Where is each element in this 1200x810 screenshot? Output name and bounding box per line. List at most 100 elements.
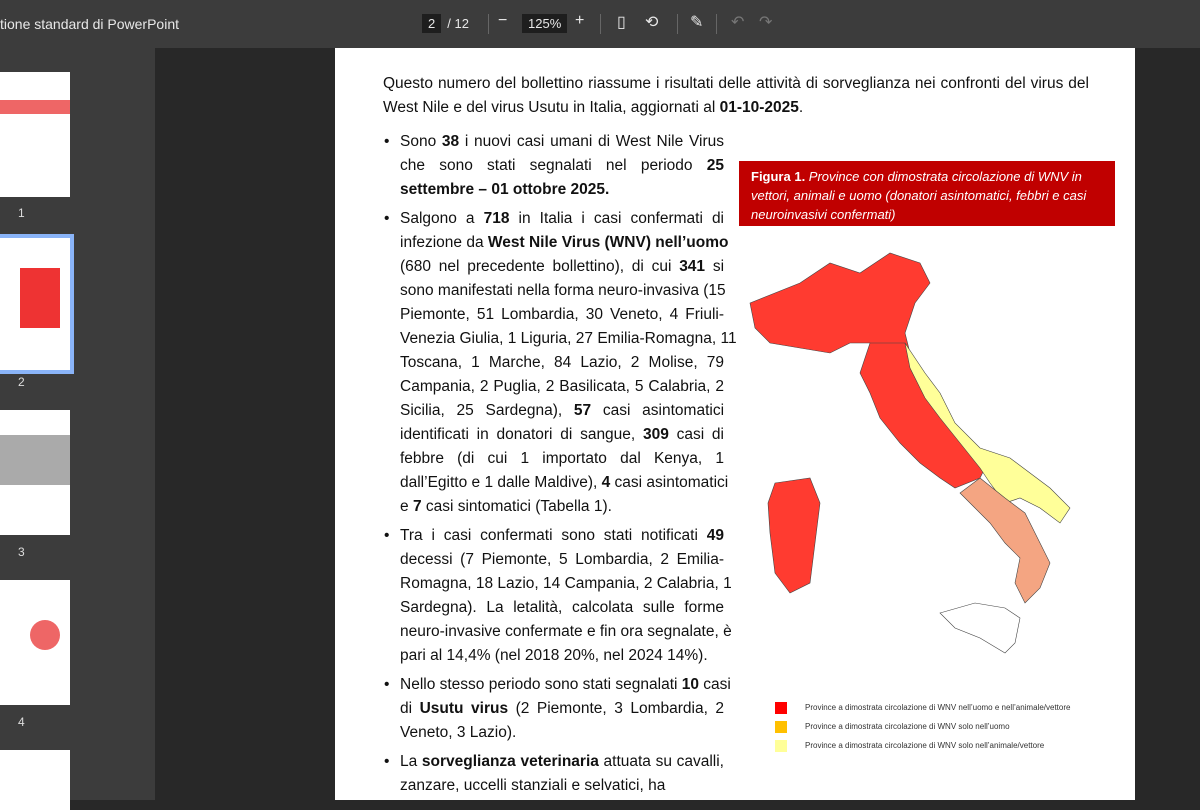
text-segment: Campania, 2 Puglia, 2 Basilicata, 5 Cala…: [400, 378, 724, 395]
text-segment: Questo numero del bollettino riassume i …: [383, 75, 1089, 92]
rotate-icon[interactable]: ⟲: [645, 14, 659, 31]
text-line: West Nile e del virus Usutu in Italia, a…: [383, 96, 1089, 120]
bullet-item: Sono 38 i nuovi casi umani di West Nile …: [384, 130, 724, 202]
divider: [716, 14, 717, 34]
intro-paragraph: Questo numero del bollettino riassume i …: [383, 72, 1089, 120]
undo-icon[interactable]: ↶: [731, 14, 745, 31]
text-line: Toscana, 1 Marche, 84 Lazio, 2 Molise, 7…: [400, 351, 724, 375]
text-line: settembre – 01 ottobre 2025.: [400, 178, 724, 202]
text-segment: 25: [706, 157, 724, 174]
legend-swatch: [775, 701, 787, 714]
map-east: [904, 342, 1071, 524]
text-segment: Romagna, 18 Lazio, 14 Campania, 2 Calabr…: [400, 575, 732, 592]
bullet-item: Salgono a 718 in Italia i casi confermat…: [384, 207, 737, 519]
page-thumbnail[interactable]: [0, 750, 70, 810]
legend-label: Province a dimostrata circolazione di WN…: [805, 703, 1071, 712]
text-line: Sicilia, 25 Sardegna), 57 casi asintomat…: [400, 399, 724, 423]
map-legend: Province a dimostrata circolazione di WN…: [775, 698, 1070, 755]
text-segment: (2 Piemonte, 3 Lombardia, 2: [508, 700, 725, 717]
text-segment: in Italia i casi confermati di: [509, 210, 725, 227]
figure-label: Figura 1.: [751, 169, 806, 184]
document-title: tione standard di PowerPoint: [0, 16, 179, 32]
bullet-item: La sorveglianza veterinaria attuata su c…: [384, 750, 724, 798]
zoom-in-button[interactable]: +: [575, 12, 585, 29]
figure-caption-text: Province con dimostrata circolazione di …: [751, 169, 1087, 222]
legend-item: Province a dimostrata circolazione di WN…: [775, 717, 1070, 736]
text-segment: Sardegna). La letalità, calcolata sulle …: [400, 599, 724, 616]
legend-item: Province a dimostrata circolazione di WN…: [775, 736, 1070, 755]
thumbnail-label: 3: [18, 545, 25, 559]
text-segment: casi sintomatici (Tabella 1).: [421, 498, 612, 515]
text-segment: i nuovi casi umani di West Nile Virus: [459, 133, 724, 150]
text-line: (680 nel precedente bollettino), di cui …: [400, 255, 724, 279]
text-line: identificati in donatori di sangue, 309 …: [400, 423, 724, 447]
text-line: neuro-invasive confermate e fin ora segn…: [400, 620, 732, 644]
text-line: Tra i casi confermati sono stati notific…: [400, 524, 724, 548]
text-line: Salgono a 718 in Italia i casi confermat…: [400, 207, 724, 231]
redo-icon[interactable]: ↷: [759, 14, 773, 31]
text-line: Nello stesso periodo sono stati segnalat…: [400, 673, 731, 697]
text-line: sono manifestati nella forma neuro-invas…: [400, 279, 726, 303]
legend-swatch: [775, 720, 787, 733]
zoom-level-input[interactable]: 125%: [522, 14, 568, 33]
zoom-out-button[interactable]: −: [498, 12, 508, 29]
bullet-list: Sono 38 i nuovi casi umani di West Nile …: [384, 130, 737, 803]
text-line: Romagna, 18 Lazio, 14 Campania, 2 Calabr…: [400, 572, 732, 596]
thumbnail-label: 4: [18, 715, 25, 729]
text-segment: 718: [483, 210, 510, 227]
text-segment: sono manifestati nella forma neuro-invas…: [400, 282, 726, 299]
legend-swatch: [775, 739, 787, 752]
text-line: e 7 casi sintomatici (Tabella 1).: [400, 495, 724, 519]
text-line: Sono 38 i nuovi casi umani di West Nile …: [400, 130, 724, 154]
text-segment: Salgono a: [400, 210, 484, 227]
bullet-item: Nello stesso periodo sono stati segnalat…: [384, 673, 731, 745]
divider: [488, 14, 489, 34]
fit-page-icon[interactable]: ▯: [617, 14, 626, 31]
map-sardinia: [767, 477, 821, 594]
thumbnail-sidebar: 1 2 3 4: [0, 48, 155, 810]
text-segment: La: [400, 753, 422, 770]
text-line: decessi (7 Piemonte, 5 Lombardia, 2 Emil…: [400, 548, 724, 572]
page-thumbnail[interactable]: [0, 580, 70, 705]
divider: [600, 14, 601, 34]
text-segment: dall’Egitto e 1 dalle Maldive),: [400, 474, 602, 491]
text-segment: 10: [681, 676, 699, 693]
text-line: di Usutu virus (2 Piemonte, 3 Lombardia,…: [400, 697, 724, 721]
text-segment: identificati in donatori di sangue,: [400, 426, 643, 443]
text-line: zanzare, uccelli stanziali e selvatici, …: [400, 774, 724, 798]
text-segment: neuro-invasive confermate e fin ora segn…: [400, 623, 732, 640]
text-line: Sardegna). La letalità, calcolata sulle …: [400, 596, 724, 620]
text-segment: si: [705, 258, 725, 275]
text-line: Campania, 2 Puglia, 2 Basilicata, 5 Cala…: [400, 375, 724, 399]
thumbnail-label: 2: [18, 375, 25, 389]
text-segment: attuata su cavalli,: [598, 753, 724, 770]
text-segment: decessi (7 Piemonte, 5 Lombardia, 2 Emil…: [400, 551, 724, 568]
page-number-input[interactable]: 2: [422, 14, 442, 33]
text-segment: Veneto, 3 Lazio).: [400, 724, 517, 741]
text-segment: di: [400, 700, 420, 717]
page-thumbnail[interactable]: [0, 234, 74, 374]
map-centre: [859, 342, 991, 489]
text-line: Venezia Giulia, 1 Liguria, 27 Emilia-Rom…: [400, 327, 737, 351]
page-indicator: 2 / 12: [422, 14, 469, 33]
map-north: [749, 252, 931, 359]
text-segment: .: [798, 99, 804, 116]
text-segment: Tra i casi confermati sono stati notific…: [400, 527, 707, 544]
text-segment: West Nile Virus (WNV) nell’uomo: [487, 234, 729, 251]
text-segment: casi di: [668, 426, 724, 443]
legend-label: Province a dimostrata circolazione di WN…: [805, 722, 1010, 731]
text-segment: 7: [412, 498, 422, 515]
text-line: febbre (di cui 1 importato dal Kenya, 1: [400, 447, 724, 471]
page-thumbnail[interactable]: [0, 72, 70, 197]
text-segment: Sicilia, 25 Sardegna),: [400, 402, 574, 419]
text-segment: West Nile e del virus Usutu in Italia, a…: [383, 99, 720, 116]
page-thumbnail[interactable]: [0, 410, 70, 535]
legend-item: Province a dimostrata circolazione di WN…: [775, 698, 1070, 717]
text-segment: sorveglianza veterinaria: [421, 753, 599, 770]
text-segment: casi asintomatici: [610, 474, 729, 491]
bullet-item: Tra i casi confermati sono stati notific…: [384, 524, 732, 668]
annotate-icon[interactable]: ✎: [690, 14, 704, 31]
text-segment: 38: [441, 133, 460, 150]
map-south: [959, 477, 1051, 604]
text-segment: Venezia Giulia, 1 Liguria, 27 Emilia-Rom…: [400, 330, 737, 347]
